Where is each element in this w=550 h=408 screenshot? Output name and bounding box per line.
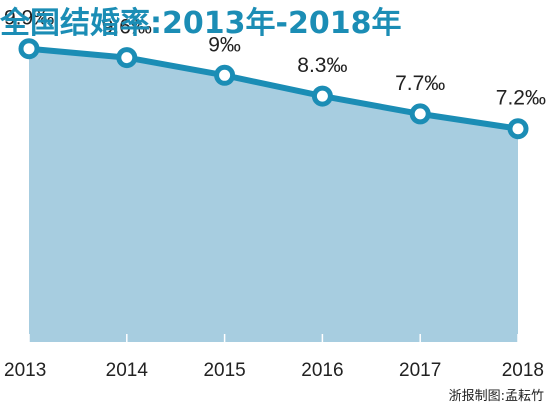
data-markers: [18, 38, 529, 140]
data-label: 9.9‰: [4, 7, 54, 30]
data-label: 7.7‰: [395, 72, 445, 95]
data-point-marker: [214, 64, 236, 86]
x-tick-label: 2016: [301, 360, 343, 381]
x-tick-labels: 2013 2014 2015 2016 2017 2018: [4, 360, 544, 381]
data-point-marker: [311, 85, 333, 107]
data-label: 9‰: [208, 33, 241, 56]
credit-text: 浙报制图:孟耘竹: [448, 389, 544, 404]
data-label: 7.2‰: [496, 87, 546, 110]
x-tick-label: 2017: [399, 360, 441, 381]
series-line: [28, 45, 519, 132]
data-point-marker: [18, 38, 40, 60]
data-point-marker: [116, 47, 138, 69]
data-labels: 9.9‰ 9.6‰ 9‰ 8.3‰ 7.7‰ 7.2‰: [4, 7, 546, 110]
x-tick-label: 2014: [106, 360, 149, 381]
x-axis-ticks: [28, 334, 519, 342]
data-point-marker: [409, 103, 431, 125]
x-tick-label: 2018: [502, 360, 544, 381]
data-label: 9.6‰: [102, 16, 152, 39]
chart-title: 全国结婚率:2013年-2018年: [0, 6, 402, 41]
area-fill: [29, 48, 518, 342]
data-label: 8.3‰: [297, 54, 347, 77]
data-point-marker: [507, 118, 529, 140]
x-tick-label: 2015: [203, 360, 245, 381]
x-tick-label: 2013: [4, 360, 46, 381]
